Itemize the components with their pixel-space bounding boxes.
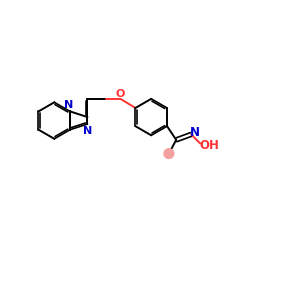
Text: O: O <box>116 88 125 98</box>
Text: OH: OH <box>200 139 220 152</box>
Circle shape <box>163 148 175 159</box>
Text: N: N <box>64 100 73 110</box>
Text: N: N <box>190 126 200 140</box>
Text: N: N <box>83 125 92 136</box>
